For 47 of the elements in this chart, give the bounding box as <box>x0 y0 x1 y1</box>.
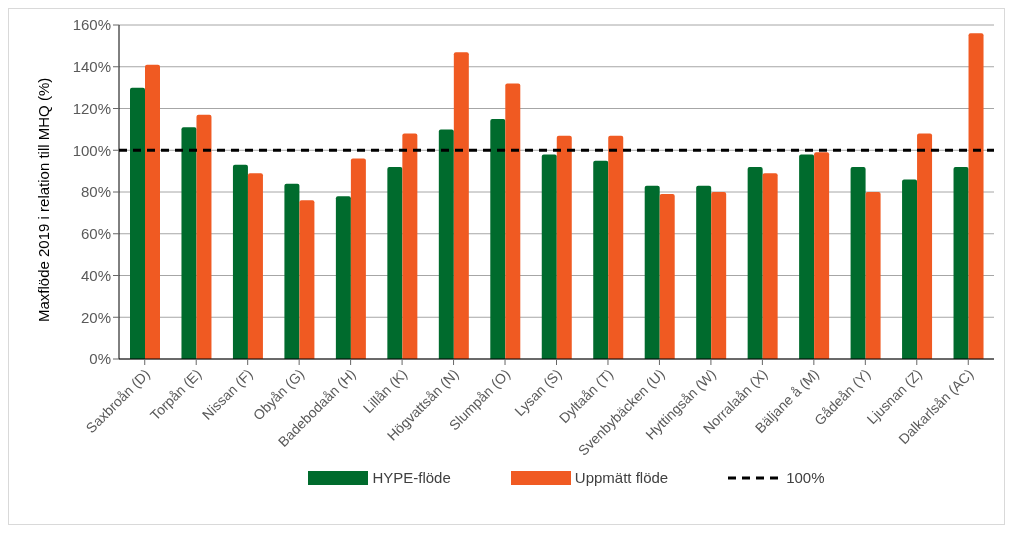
bar <box>608 135 624 359</box>
bar <box>593 160 609 359</box>
y-tick-label: 100% <box>72 141 111 159</box>
bar <box>402 133 418 359</box>
y-tick-label: 120% <box>72 99 111 117</box>
bar <box>865 192 881 359</box>
y-tick-label: 20% <box>80 308 111 326</box>
bar <box>284 183 300 359</box>
bar <box>350 158 366 359</box>
bar <box>556 135 572 359</box>
bar <box>696 185 712 359</box>
bar <box>196 114 212 359</box>
legend-label: HYPE-flöde <box>372 469 451 486</box>
bar <box>814 152 830 359</box>
bar <box>130 87 145 359</box>
bar <box>953 166 969 359</box>
legend-label: 100% <box>786 469 825 486</box>
bar <box>232 164 248 359</box>
bar <box>145 64 160 359</box>
bar <box>541 154 557 359</box>
bar <box>902 179 918 359</box>
legend-label: Uppmätt flöde <box>574 469 669 486</box>
bar <box>438 129 454 359</box>
bar <box>659 194 675 359</box>
bar <box>799 154 815 359</box>
y-tick-label: 140% <box>72 58 111 76</box>
bar <box>917 133 933 359</box>
bar <box>762 173 778 359</box>
bar <box>247 173 263 359</box>
y-tick-label: 80% <box>80 183 111 201</box>
bar <box>850 166 866 359</box>
bar <box>453 52 469 359</box>
y-axis-title: Maxflöde 2019 i relation till MHQ (%) <box>35 77 53 322</box>
bar <box>747 166 763 359</box>
y-tick-label: 40% <box>80 266 111 284</box>
y-tick-label: 160% <box>72 16 111 34</box>
bar <box>505 83 521 359</box>
bar <box>968 33 984 359</box>
bar <box>644 185 660 359</box>
bar <box>387 166 403 359</box>
bar <box>490 118 506 359</box>
y-tick-label: 0% <box>89 350 111 368</box>
bar <box>335 196 351 359</box>
y-tick-label: 60% <box>80 225 111 243</box>
bar <box>711 192 727 359</box>
bar <box>181 127 197 359</box>
bar <box>299 200 315 359</box>
